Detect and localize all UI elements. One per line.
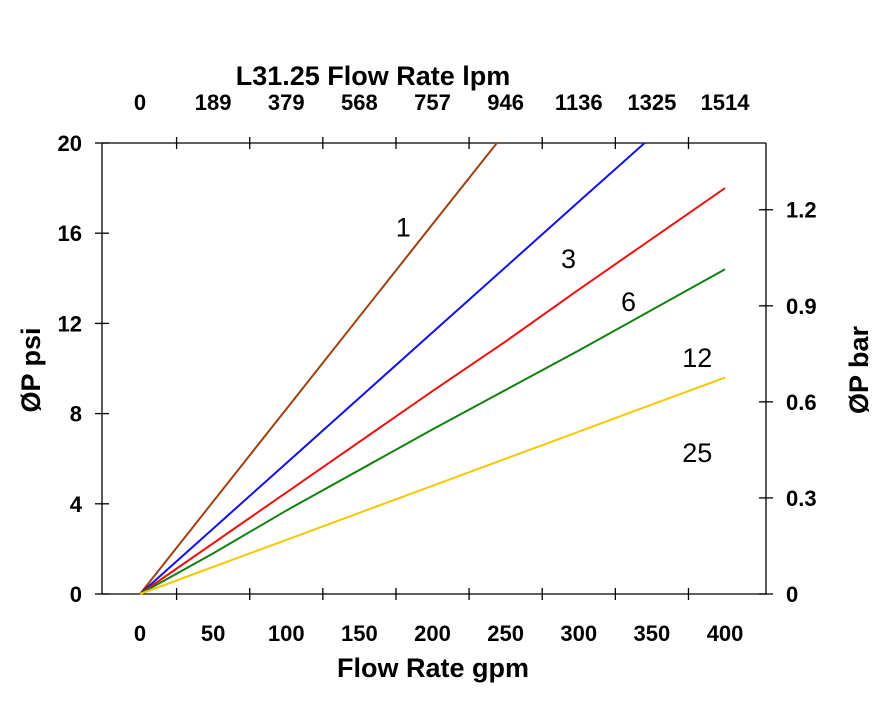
series-group: 1 3 6 12 25 xyxy=(139,142,726,595)
y-tick-label: 8 xyxy=(70,402,82,427)
series-label-25: 25 xyxy=(682,438,712,468)
y2-tick-label: 0.6 xyxy=(786,390,817,415)
y2-tick-label: 0.9 xyxy=(786,294,817,319)
x-tick-label: 150 xyxy=(341,621,378,646)
top-tick-label: 1136 xyxy=(555,90,603,115)
x-tick-label: 200 xyxy=(414,621,451,646)
top-tick-label: 1325 xyxy=(627,90,676,115)
top-tick-label: 946 xyxy=(487,90,524,115)
y-tick-label: 16 xyxy=(58,221,82,246)
x-tick-label: 350 xyxy=(634,621,671,646)
x-tick-label: 100 xyxy=(268,621,305,646)
y2-axis-label: ØP bar xyxy=(844,325,874,414)
series-label-3: 3 xyxy=(561,244,576,274)
y2-tick-label: 1.2 xyxy=(786,198,817,223)
chart-title: L31.25 Flow Rate lpm xyxy=(236,61,511,91)
series-label-1: 1 xyxy=(396,212,411,242)
y-axis-label: ØP psi xyxy=(16,327,46,412)
y2-tick-label: 0 xyxy=(786,582,798,607)
y-tick-label: 0 xyxy=(70,582,82,607)
series-line-1 xyxy=(139,142,498,595)
top-tick-label: 379 xyxy=(268,90,305,115)
top-tick-label: 189 xyxy=(195,90,232,115)
x-tick-label: 400 xyxy=(707,621,744,646)
top-tick-label: 568 xyxy=(341,90,378,115)
y2-tick-label: 0.3 xyxy=(786,486,817,511)
top-tick-label: 757 xyxy=(414,90,451,115)
x-tick-label: 0 xyxy=(134,621,146,646)
top-tick-label: 1514 xyxy=(701,90,751,115)
y-tick-label: 20 xyxy=(58,131,82,156)
series-label-6: 6 xyxy=(621,287,636,317)
series-line-3 xyxy=(139,142,646,595)
series-line-12 xyxy=(139,268,726,595)
series-label-12: 12 xyxy=(682,343,712,373)
x-axis-label: Flow Rate gpm xyxy=(337,653,529,683)
series-line-25 xyxy=(139,376,726,595)
x-tick-label: 50 xyxy=(201,621,225,646)
top-tick-label: 0 xyxy=(134,90,146,115)
series-line-6 xyxy=(139,187,726,595)
y-tick-label: 12 xyxy=(58,311,82,336)
x-tick-label: 250 xyxy=(487,621,524,646)
x-tick-label: 300 xyxy=(560,621,597,646)
y-tick-label: 4 xyxy=(70,492,83,517)
